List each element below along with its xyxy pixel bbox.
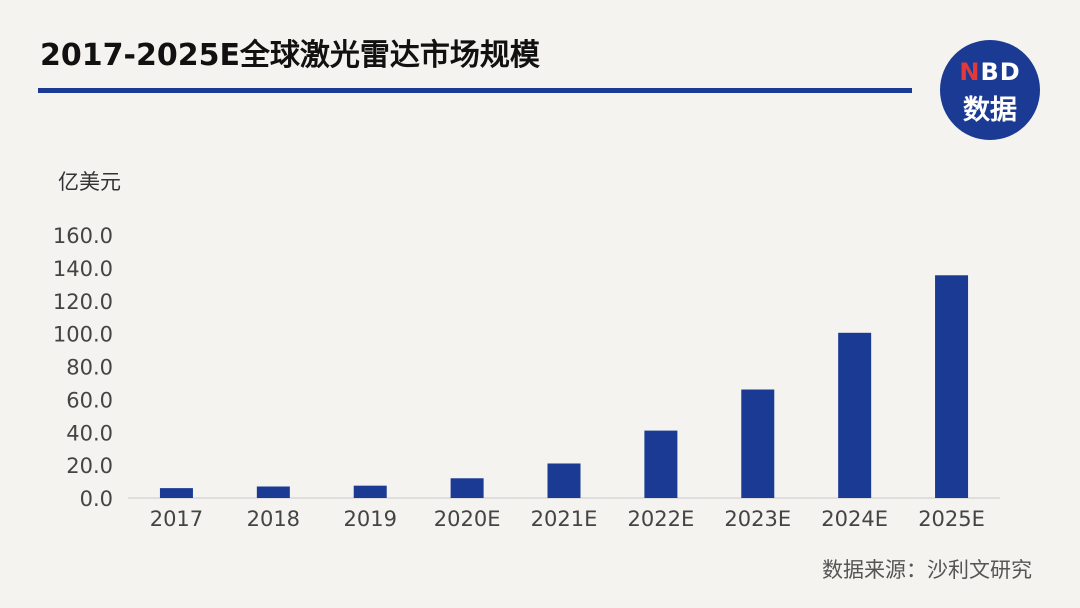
bar-2022E	[644, 430, 678, 498]
y-tick-label: 100.0	[53, 323, 113, 347]
bar-2025E	[935, 275, 969, 498]
y-axis-unit-label: 亿美元	[58, 170, 121, 194]
logo-accent-letter: N	[959, 58, 981, 86]
x-tick-label: 2022E	[628, 507, 695, 531]
x-tick-label: 2024E	[821, 507, 888, 531]
x-tick-label: 2017	[150, 507, 203, 531]
y-tick-label: 160.0	[53, 224, 113, 248]
source-note: 数据来源：沙利文研究	[822, 558, 1032, 582]
y-tick-label: 0.0	[80, 487, 113, 511]
y-tick-label: 40.0	[66, 421, 113, 445]
y-tick-label: 140.0	[53, 257, 113, 281]
bar-2019	[353, 485, 387, 498]
y-tick-label: 80.0	[66, 356, 113, 380]
x-tick-label: 2021E	[531, 507, 598, 531]
logo-line2: 数据	[963, 95, 1017, 126]
bar-2020E	[450, 478, 484, 498]
bar-2021E	[547, 463, 581, 498]
logo-rest-letters: BD	[980, 58, 1021, 86]
bar-2023E	[741, 389, 775, 498]
x-tick-label: 2020E	[434, 507, 501, 531]
title-divider	[38, 88, 912, 93]
y-tick-label: 120.0	[53, 290, 113, 314]
chart-title: 2017-2025E全球激光雷达市场规模	[40, 38, 540, 73]
logo-line1: NBD	[940, 58, 1040, 86]
x-tick-label: 2018	[247, 507, 300, 531]
x-tick-label: 2025E	[918, 507, 985, 531]
bar-2017	[159, 488, 193, 498]
bar-2024E	[838, 332, 872, 498]
y-tick-label: 60.0	[66, 388, 113, 412]
x-tick-label: 2019	[343, 507, 396, 531]
nbd-logo: NBD 数据	[940, 40, 1040, 140]
x-tick-label: 2023E	[724, 507, 791, 531]
y-tick-label: 20.0	[66, 454, 113, 478]
bar-2018	[256, 486, 290, 498]
